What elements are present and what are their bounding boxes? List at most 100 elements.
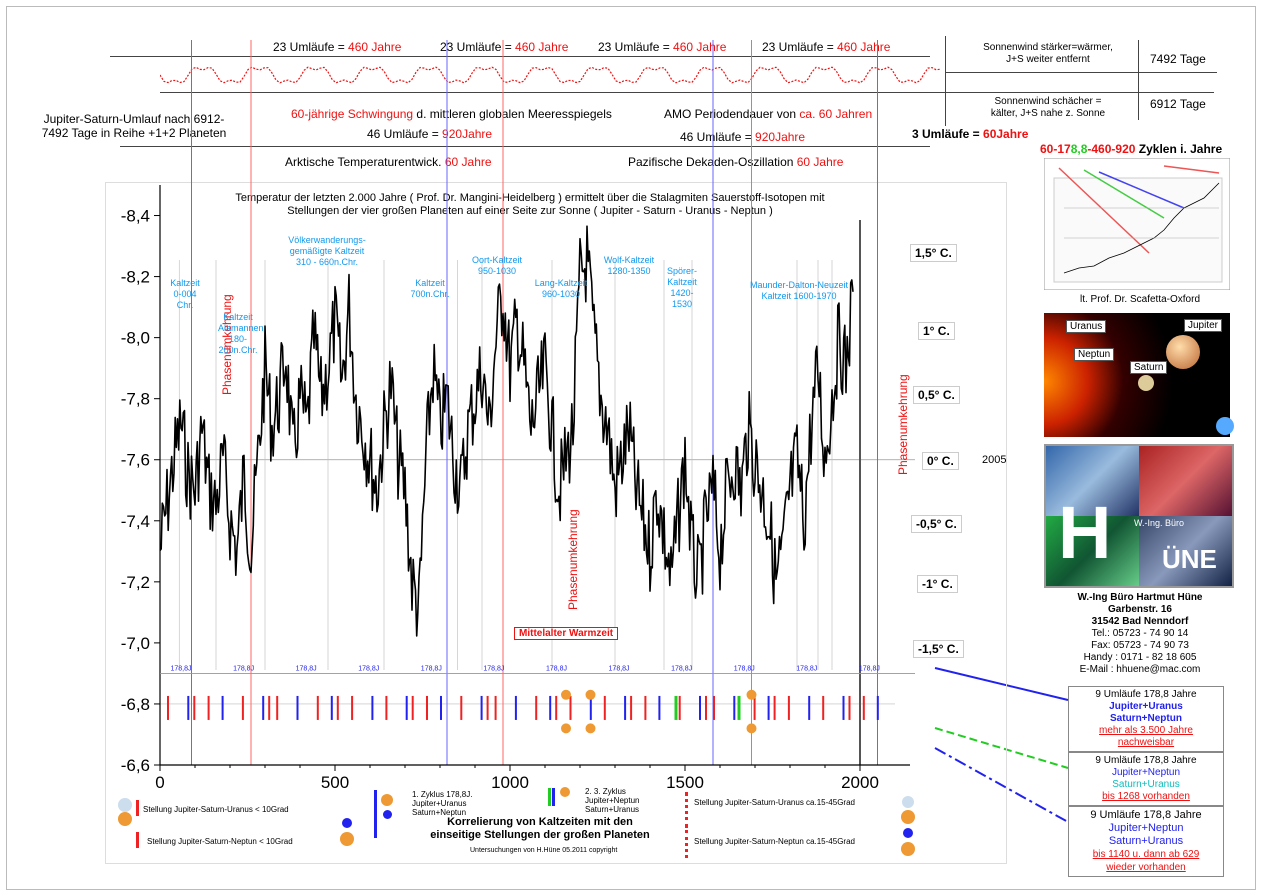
rt-vline-1	[945, 36, 946, 126]
warm-period-label: Mittelalter Warmzeit	[514, 627, 619, 640]
red-marker	[276, 695, 279, 720]
legend-blue-bar	[374, 790, 377, 838]
jupiter-planet	[1166, 335, 1200, 369]
infobox-2: 9 Umläufe 178,8 Jahre Jupiter+Neptun Sat…	[1068, 752, 1224, 806]
cold-period-1: Kaltzeit 0-004 Chr.	[170, 278, 200, 310]
y-tick-label: -8,2	[121, 268, 150, 287]
planets-image: Uranus Jupiter Neptun Saturn	[1044, 313, 1234, 437]
legend-circle-orange-5	[901, 810, 915, 824]
page-border	[6, 6, 1256, 890]
red-marker	[316, 695, 319, 720]
blue-marker	[699, 695, 701, 720]
infobox-1-l1: Jupiter+Uranus	[1109, 701, 1183, 712]
legend-circle-blue-3	[903, 828, 913, 838]
cycle-label: 178,8J	[734, 665, 755, 672]
cycle-label: 178,8J	[483, 665, 504, 672]
cycle-label: 178,8J	[546, 665, 567, 672]
temp-label-1: 1,5° C.	[910, 244, 957, 262]
legend-4c: Saturn+Uranus	[585, 805, 640, 814]
legend-red-dotted-1	[685, 792, 692, 828]
legend-text-5: Stellung Jupiter-Saturn-Uranus ca.15-45G…	[694, 798, 855, 807]
jupiter-saturn-wave	[160, 66, 941, 84]
red-marker	[569, 695, 572, 720]
scafetta-mini-chart	[1044, 158, 1230, 290]
temp-label-7: -1,5° C.	[913, 640, 964, 658]
orange-marker	[585, 723, 596, 734]
orange-marker	[746, 689, 757, 700]
umlaeufe-3: 3 Umläufe = 60Jahre	[912, 127, 1029, 141]
address-tel: Tel.: 05723 - 74 90 14	[1091, 628, 1189, 639]
red-marker	[822, 695, 825, 720]
address-name: W.-Ing Büro Hartmut Hüne	[1077, 592, 1203, 603]
blue-marker	[371, 695, 374, 720]
infobox-3-l3: bis 1140 u. dann ab 629	[1092, 849, 1200, 860]
temp-label-3: 0,5° C.	[913, 386, 960, 404]
header-line-3	[120, 146, 930, 147]
legend-circle-orange-2	[340, 832, 354, 846]
red-marker	[678, 695, 681, 720]
legend-3a: 1. Zyklus 178,8J.	[412, 790, 473, 799]
legend-4a: 2. 3. Zyklus	[585, 787, 626, 796]
red-marker	[351, 695, 354, 720]
legend-red-bar-2	[136, 832, 139, 848]
year-2005-label: 2005	[982, 454, 1007, 466]
umlaeufe-46-1: 46 Umläufe = 920Jahre	[367, 127, 493, 141]
infobox-1-l2: Saturn+Neptun	[1110, 713, 1182, 724]
cycle-label: 178,8J	[170, 665, 191, 672]
blue-marker	[624, 695, 627, 720]
red-dotted-marker	[630, 695, 633, 720]
cold-period-5: Oort-Kaltzeit 950-1030	[471, 255, 522, 276]
plot-title: Temperatur der letzten 2.000 Jahre ( Pro…	[235, 192, 825, 217]
legend-red-bar-1	[136, 800, 139, 816]
umlaeufe-46-2: 46 Umläufe = 920Jahre	[680, 130, 806, 144]
infobox-3-l2: Saturn+Uranus	[1108, 835, 1184, 847]
y-tick-label: -6,6	[121, 756, 150, 775]
legend-center-2: einseitige Stellungen der großen Planete…	[430, 829, 650, 841]
legend-circle-blue-2	[383, 810, 392, 819]
x-tick-label: 2000	[841, 773, 879, 792]
blue-marker	[808, 695, 811, 720]
jupiter-saturn-title: Jupiter-Saturn-Umlauf nach 6912- 7492 Ta…	[41, 112, 227, 140]
red-dotted-marker	[486, 695, 489, 720]
green-marker	[674, 695, 678, 720]
blue-marker	[876, 695, 879, 720]
red-marker	[753, 695, 756, 720]
y-tick-label: -8,0	[121, 329, 150, 348]
legend-3c: Saturn+Neptun	[412, 808, 467, 817]
logo-sub: W.-Ing. Büro	[1134, 518, 1185, 528]
infobox-1-title: 9 Umläufe 178,8 Jahre	[1095, 689, 1197, 700]
cycle-label: 178,8J	[609, 665, 630, 672]
infobox-3: 9 Umläufe 178,8 Jahre Jupiter+Neptun Sat…	[1068, 806, 1224, 877]
red-dotted-marker	[411, 695, 414, 720]
infobox-2-l2: Saturn+Uranus	[1112, 779, 1180, 790]
rt-hline-1	[945, 72, 1217, 73]
legend-circle-orange-6	[901, 842, 915, 856]
red-marker	[644, 695, 647, 720]
orange-marker	[561, 723, 571, 734]
orange-marker	[746, 723, 757, 734]
address-handy: Handy : 0171 - 82 18 605	[1083, 652, 1197, 663]
x-tick-label: 1000	[491, 773, 529, 792]
header-line-1	[110, 56, 930, 57]
red-marker	[713, 695, 715, 720]
legend-circle-lightblue	[118, 798, 132, 812]
blue-marker	[658, 695, 661, 720]
blue-marker	[262, 695, 265, 720]
red-marker	[207, 695, 210, 720]
neptun-label: Neptun	[1074, 348, 1115, 361]
blue-marker	[440, 695, 442, 720]
legend-circle-orange-3	[381, 794, 393, 806]
legend-text-4: 2. 3. Zyklus Jupiter+Neptun Saturn+Uranus	[585, 787, 639, 814]
y-tick-label: -6,8	[121, 695, 150, 714]
huene-logo: H ÜNE W.-Ing. Büro	[1044, 444, 1234, 588]
address-block: W.-Ing Büro Hartmut Hüne Garbenstr. 16 3…	[1040, 592, 1240, 676]
cycle-label: 178,8J	[796, 665, 817, 672]
legend-circle-lightblue-2	[902, 796, 914, 808]
red-marker	[460, 695, 463, 720]
legend-4b: Jupiter+Neptun	[585, 796, 640, 805]
red-marker	[535, 695, 538, 720]
green-marker	[737, 695, 741, 720]
y-tick-label: -7,6	[121, 451, 150, 470]
infobox-3-l1: Jupiter+Neptun	[1108, 822, 1184, 834]
red-dotted-marker	[336, 695, 339, 720]
